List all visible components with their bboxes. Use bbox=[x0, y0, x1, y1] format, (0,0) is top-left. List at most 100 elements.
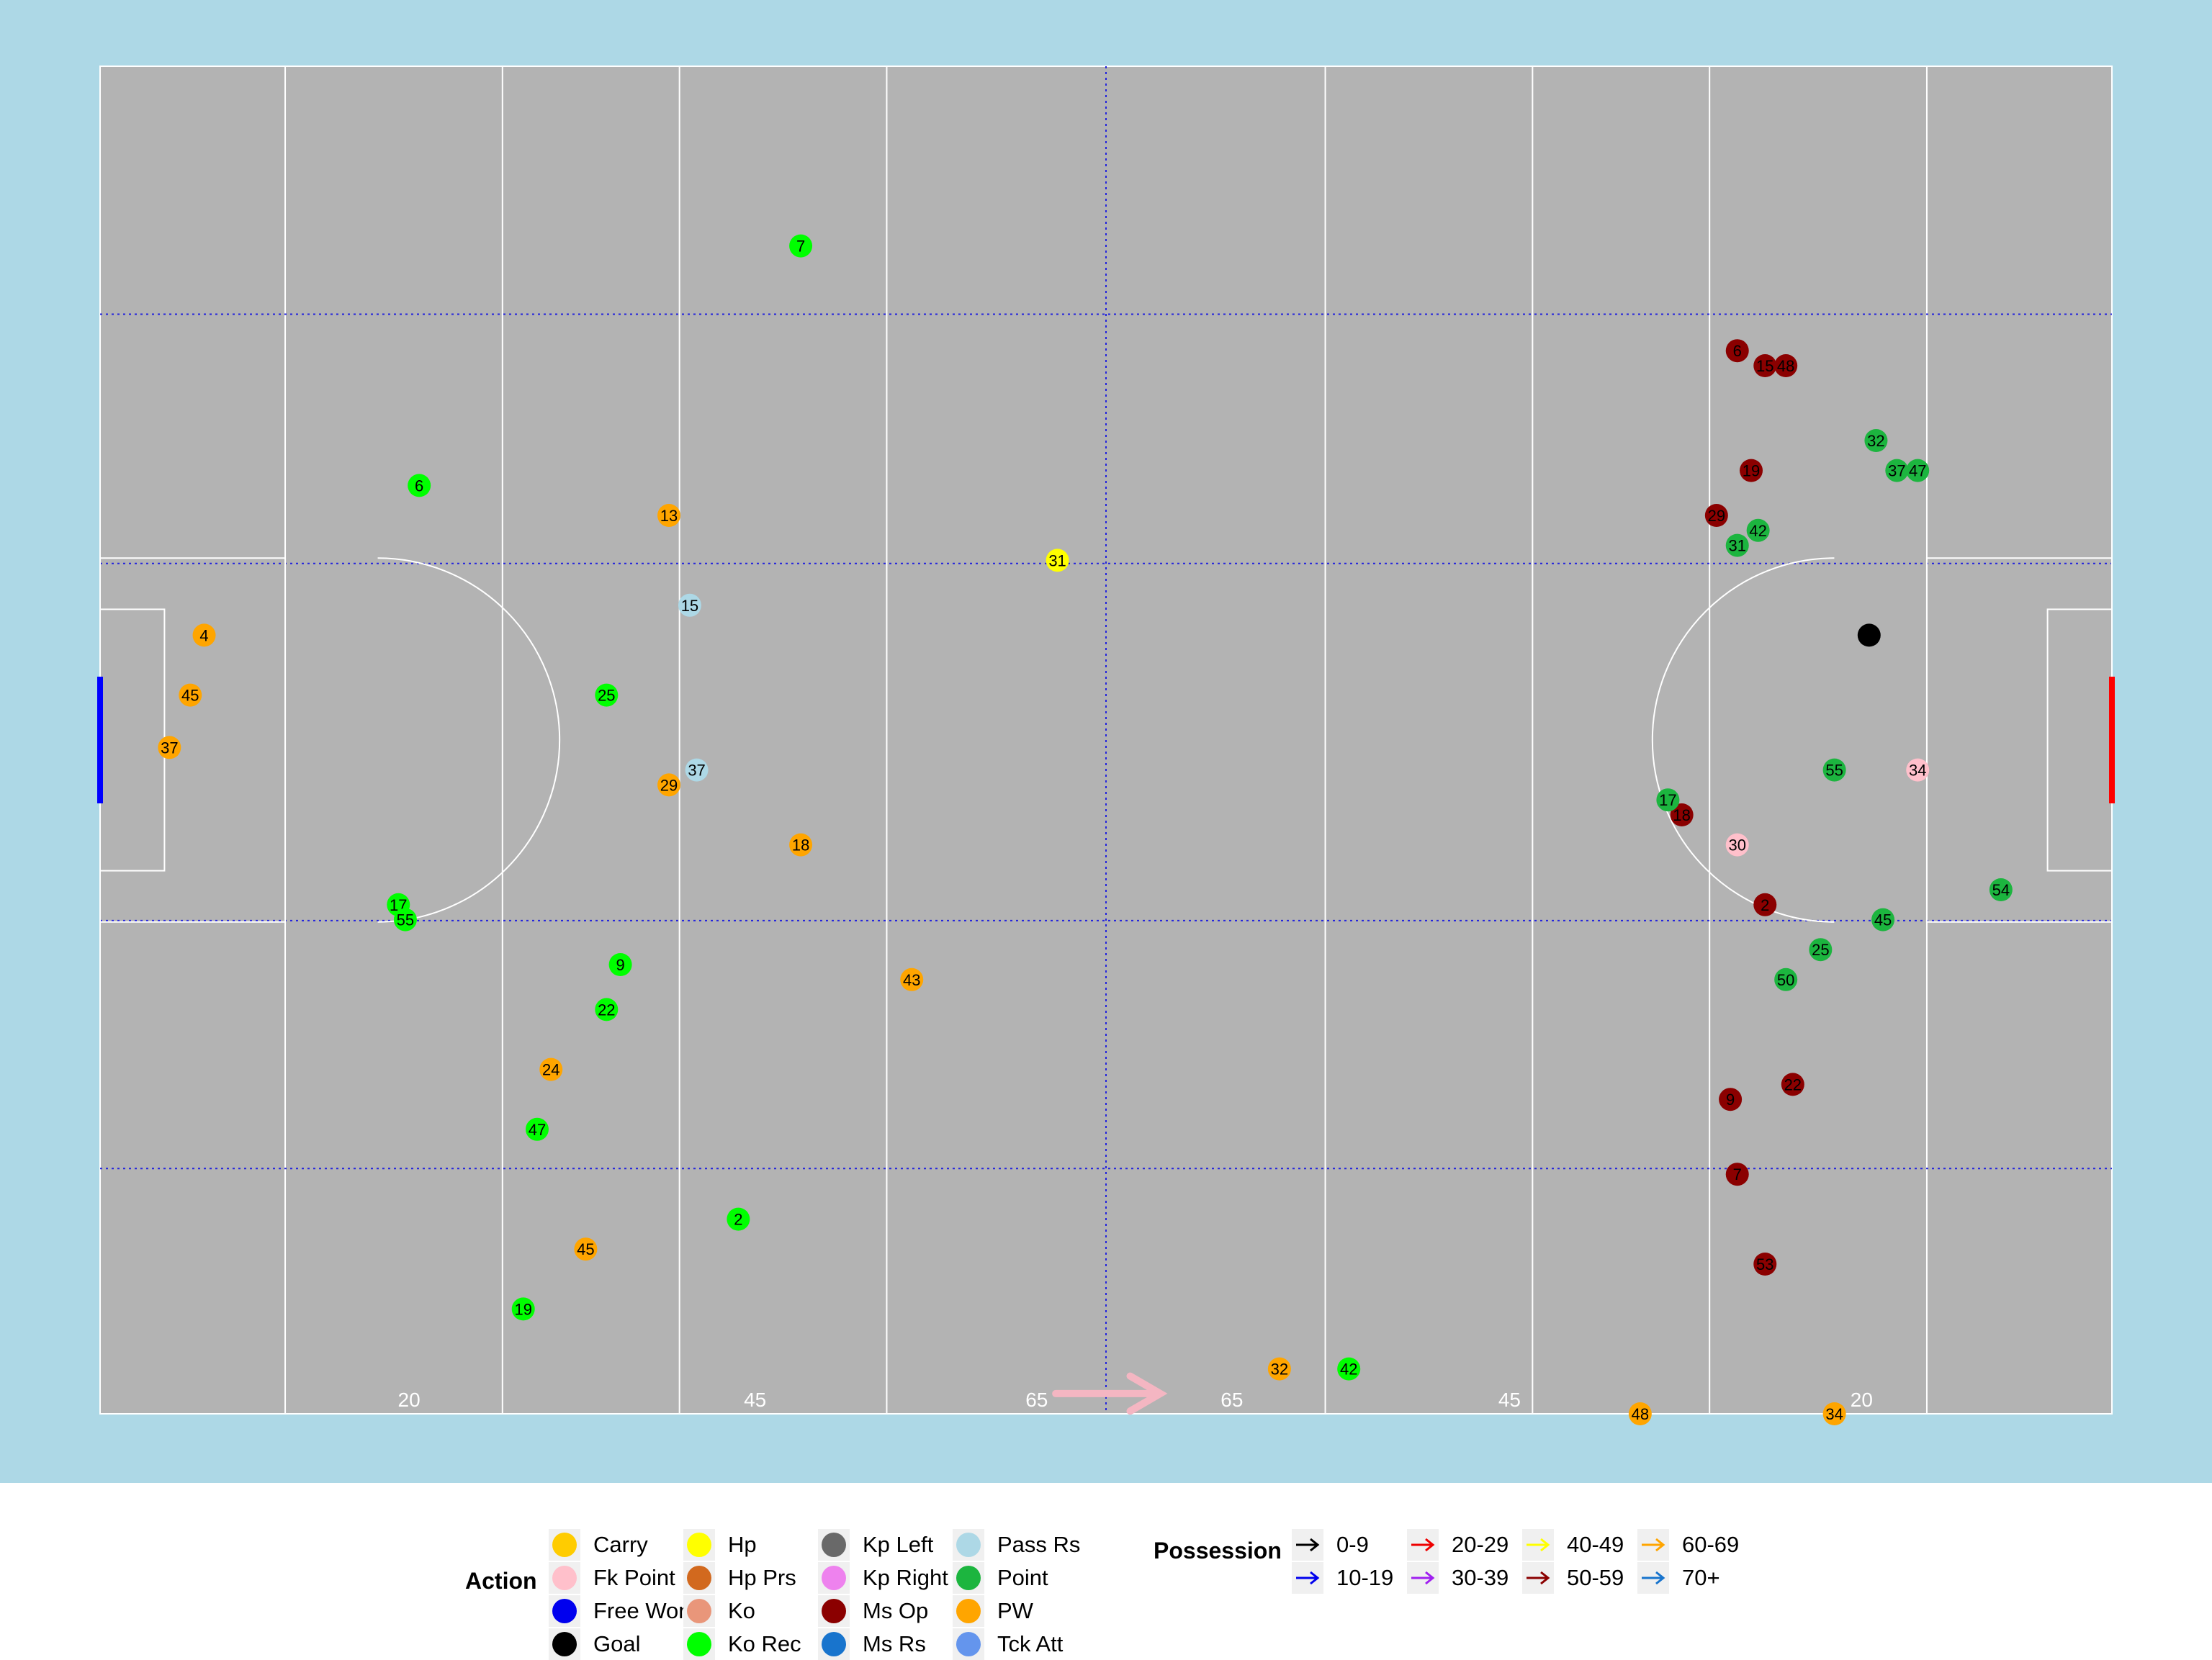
legend-possession-label: 40-49 bbox=[1567, 1532, 1624, 1557]
event-label: 55 bbox=[1825, 762, 1843, 780]
event-label: 55 bbox=[397, 911, 414, 929]
event-label: 4 bbox=[199, 626, 208, 644]
legend-possession-item: 70+ bbox=[1637, 1562, 1720, 1594]
event-marker: 7 bbox=[789, 234, 813, 258]
arc-right bbox=[1651, 557, 1835, 923]
event-marker: 17 bbox=[1656, 788, 1680, 812]
legend-action-swatch bbox=[818, 1628, 850, 1660]
legend-action-label: Kp Right bbox=[863, 1565, 948, 1590]
event-point bbox=[1656, 788, 1680, 812]
event-label: 31 bbox=[1048, 551, 1066, 569]
event-marker: 24 bbox=[539, 1057, 563, 1081]
event-point bbox=[1906, 459, 1930, 482]
pitch-distance-label: 45 bbox=[744, 1389, 766, 1411]
event-marker: 47 bbox=[525, 1117, 549, 1141]
event-label: 18 bbox=[1673, 806, 1690, 824]
legend-action-label: Ms Rs bbox=[863, 1631, 926, 1656]
legend-possession-swatch bbox=[1522, 1562, 1554, 1594]
legend-action-swatch bbox=[683, 1529, 715, 1561]
legend-possession-swatch bbox=[1407, 1562, 1439, 1594]
event-point bbox=[678, 593, 701, 617]
event-marker: 45 bbox=[1871, 908, 1895, 932]
legend-possession-label: 70+ bbox=[1682, 1565, 1720, 1590]
event-marker: 9 bbox=[1719, 1088, 1743, 1111]
legend-action-label: Goal bbox=[593, 1631, 641, 1656]
event-marker: 6 bbox=[1725, 339, 1749, 363]
event-point bbox=[1740, 459, 1763, 482]
legend-action-label: Pass Rs bbox=[997, 1532, 1081, 1557]
event-point bbox=[900, 967, 924, 991]
event-marker: 43 bbox=[900, 967, 924, 991]
legend-possession-item: 50-59 bbox=[1522, 1562, 1624, 1594]
event-point bbox=[1670, 803, 1694, 826]
legend-action-label: Fk Point bbox=[593, 1565, 675, 1590]
legend-action-item: Free Won bbox=[549, 1595, 691, 1627]
event-label: 2 bbox=[734, 1211, 742, 1229]
legend-action-label: Tck Att bbox=[997, 1631, 1064, 1656]
event-point bbox=[1774, 354, 1798, 377]
legend-possession-swatch bbox=[1637, 1562, 1669, 1594]
legend-action-item: PW bbox=[953, 1595, 1033, 1627]
legend-possession-label: 30-39 bbox=[1452, 1565, 1509, 1590]
event-marker: 55 bbox=[393, 908, 417, 932]
event-label: 48 bbox=[1632, 1405, 1649, 1423]
event-label: 17 bbox=[1659, 791, 1676, 809]
event-marker: 2 bbox=[1753, 893, 1777, 916]
event-point bbox=[525, 1117, 549, 1141]
legend-action-swatch bbox=[549, 1595, 580, 1627]
legend-action-swatch bbox=[549, 1529, 580, 1561]
event-marker: 32 bbox=[1267, 1357, 1291, 1381]
legend-action-item: Point bbox=[953, 1562, 1048, 1594]
event-marker: 45 bbox=[574, 1237, 598, 1261]
legend-action-title: Action bbox=[465, 1568, 537, 1594]
event-marker: 34 bbox=[1906, 758, 1930, 782]
event-marker: 31 bbox=[1046, 549, 1069, 572]
event-point bbox=[1906, 758, 1930, 782]
event-label: 43 bbox=[903, 971, 920, 989]
event-point bbox=[1725, 1163, 1749, 1186]
legend-possession-label: 50-59 bbox=[1567, 1565, 1624, 1590]
event-marker: 42 bbox=[1337, 1357, 1361, 1381]
legend-possession-swatch bbox=[1637, 1529, 1669, 1561]
event-point bbox=[1753, 354, 1777, 377]
legend-action-swatch bbox=[549, 1628, 580, 1660]
event-marker: 53 bbox=[1753, 1253, 1777, 1276]
event-marker: 4 bbox=[192, 623, 216, 647]
event-marker: 13 bbox=[657, 504, 681, 527]
event-point bbox=[595, 683, 619, 707]
event-label: 37 bbox=[161, 739, 178, 757]
event-label: 37 bbox=[688, 762, 705, 780]
event-point bbox=[1046, 549, 1069, 572]
legend-possession-swatch bbox=[1292, 1562, 1323, 1594]
legend-possession-label: 20-29 bbox=[1452, 1532, 1509, 1557]
legend-action-label: Ms Op bbox=[863, 1598, 929, 1623]
event-point bbox=[1774, 967, 1798, 991]
event-label: 29 bbox=[660, 776, 678, 794]
legend-action-label: Point bbox=[997, 1565, 1048, 1590]
event-label: 25 bbox=[1812, 941, 1829, 959]
legend-action-label: PW bbox=[997, 1598, 1033, 1623]
event-label: 32 bbox=[1271, 1361, 1288, 1379]
event-point bbox=[657, 504, 681, 527]
legend-action-item: Tck Att bbox=[953, 1628, 1064, 1660]
event-marker: 37 bbox=[158, 736, 181, 759]
event-marker: 9 bbox=[608, 953, 632, 976]
event-label: 49 bbox=[1861, 626, 1878, 644]
event-label: 42 bbox=[1340, 1361, 1357, 1379]
legend-action-item: Hp bbox=[683, 1529, 757, 1561]
legend-action-item: Kp Left bbox=[818, 1529, 933, 1561]
pitch-distance-labels: 20 45 65 65 45 20 bbox=[398, 1389, 1873, 1411]
event-label: 25 bbox=[598, 687, 615, 705]
event-label: 48 bbox=[1777, 357, 1794, 375]
legend-possession-swatch bbox=[1522, 1529, 1554, 1561]
event-label: 53 bbox=[1756, 1255, 1773, 1273]
event-label: 31 bbox=[1728, 537, 1745, 555]
event-point bbox=[539, 1057, 563, 1081]
event-marker: 25 bbox=[595, 683, 619, 707]
event-marker: 25 bbox=[1809, 938, 1833, 962]
event-marker: 31 bbox=[1725, 533, 1749, 557]
event-label: 9 bbox=[616, 956, 624, 974]
event-point bbox=[608, 953, 632, 976]
legend-action-item: Fk Point bbox=[549, 1562, 675, 1594]
event-label: 29 bbox=[1708, 507, 1725, 525]
